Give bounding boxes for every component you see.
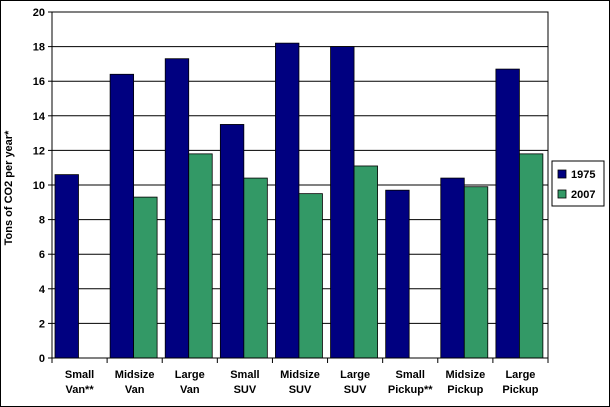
legend-swatch-2007 (557, 189, 567, 199)
x-tick-label: Large (175, 369, 205, 381)
y-tick-label: 12 (33, 145, 45, 157)
bar-1975-8 (495, 68, 520, 359)
x-tick-labels: Small Van** Midsize Van Large Van Small SUV Mids… (65, 369, 539, 396)
bar-2007-5 (353, 165, 378, 359)
y-tick-label: 16 (33, 76, 45, 88)
x-tick-label: Midsize (445, 369, 485, 381)
bar-2007-3 (243, 177, 268, 359)
bar-1975-0 (54, 174, 79, 359)
y-tick-label: 18 (33, 42, 45, 54)
legend-label-2007: 2007 (571, 189, 595, 201)
bar-1975-3 (219, 124, 245, 359)
legend-box (551, 160, 605, 207)
x-tick-label: Large (505, 369, 535, 381)
x-tick-label: Small (65, 369, 94, 381)
y-axis-label: Tons of CO2 per year* (3, 130, 15, 245)
x-tick-label: Pickup (502, 384, 538, 396)
bar-1975-2 (164, 58, 190, 359)
y-tick-label: 6 (39, 249, 45, 261)
axes (51, 11, 549, 363)
y-tick-label: 10 (33, 180, 45, 192)
x-tick-label: Midsize (115, 369, 155, 381)
legend-label-1975: 1975 (571, 169, 595, 181)
y-tick-labels: 0 2 4 6 8 10 12 14 16 18 20 (33, 7, 46, 365)
x-tick-label: SUV (234, 384, 257, 396)
legend-swatch-1975 (557, 169, 567, 179)
bar-2007-2 (188, 153, 213, 359)
bar-1975-6 (385, 189, 410, 359)
y-tick-label: 14 (33, 111, 46, 123)
y-tick-label: 4 (39, 284, 46, 296)
y-tick-label: 2 (39, 318, 45, 330)
x-tick-label: Small (396, 369, 425, 381)
bar-1975-7 (440, 177, 465, 359)
x-tick-label: Pickup** (388, 384, 433, 396)
x-tick-label: Van (125, 384, 145, 396)
bar-1975-4 (275, 42, 300, 359)
legend: 1975 2007 (551, 160, 605, 207)
bar-2007-7 (463, 186, 489, 359)
bar-2007-8 (518, 153, 544, 359)
x-tick-label: Large (340, 369, 370, 381)
bars (54, 42, 544, 359)
bar-2007-4 (298, 193, 323, 359)
x-tick-label: Van (180, 384, 200, 396)
x-tick-label: SUV (289, 384, 312, 396)
bar-1975-1 (109, 73, 135, 359)
bar-2007-1 (133, 196, 158, 359)
x-tick-label: Pickup (447, 384, 483, 396)
x-tick-label: SUV (344, 384, 367, 396)
y-tick-label: 20 (33, 7, 45, 19)
y-tick-label: 8 (39, 215, 45, 227)
x-tick-label: Small (230, 369, 259, 381)
y-tick-label: 0 (39, 353, 45, 365)
plot-area-border (51, 11, 549, 359)
x-tick-label: Van** (65, 384, 94, 396)
bar-1975-5 (330, 46, 355, 359)
x-tick-label: Midsize (280, 369, 320, 381)
